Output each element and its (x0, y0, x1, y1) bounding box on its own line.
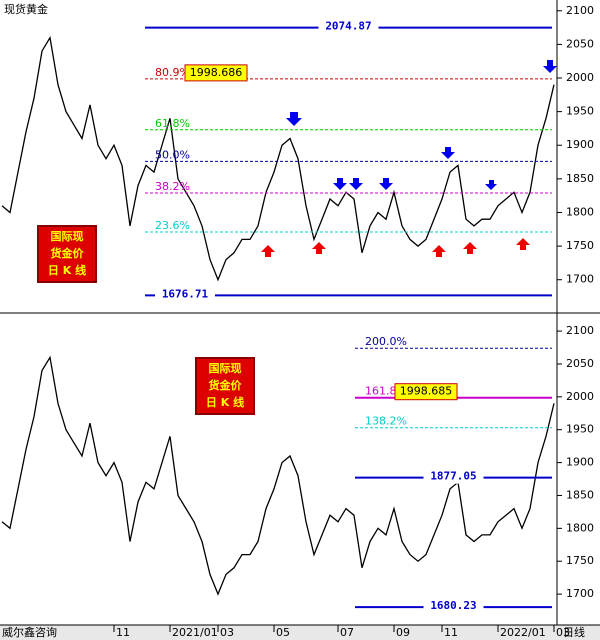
x-tick-label: 2022/01 (500, 626, 546, 639)
y-tick-label: 1950 (566, 423, 594, 436)
value-box (394, 383, 458, 401)
y-tick-label: 1700 (566, 587, 594, 600)
x-tick-label: 05 (276, 626, 290, 639)
level-label: 61.8% (155, 117, 190, 130)
y-tick-label: 1800 (566, 521, 594, 534)
x-tick-label: 07 (340, 626, 354, 639)
y-tick-label: 1700 (566, 273, 594, 286)
y-tick-label: 2000 (566, 71, 594, 84)
level-label: 200.0% (365, 335, 407, 348)
value-bg (155, 287, 215, 302)
y-tick-label: 1950 (566, 105, 594, 118)
x-tick-label: 03 (556, 626, 570, 639)
y-tick-label: 2100 (566, 4, 594, 17)
level-label: 138.2% (365, 415, 407, 428)
badge-text: 日 K 线 (48, 263, 86, 277)
y-tick-label: 1750 (566, 554, 594, 567)
badge (37, 225, 97, 283)
badge-text: 国际现 (51, 229, 84, 243)
badge-text: 货金价 (50, 246, 85, 260)
level-value: 1877.05 (430, 470, 476, 483)
level-value: 1680.23 (430, 599, 476, 612)
x-tick-label: 2021/01 (172, 626, 218, 639)
level-value: 1998.686 (190, 66, 243, 79)
chart-title: 现货黄金 (4, 2, 48, 16)
level-label: 38.2% (155, 180, 190, 193)
level-label: 50.0% (155, 148, 190, 161)
level-label: 23.6% (155, 219, 190, 232)
y-tick-label: 1900 (566, 138, 594, 151)
y-tick-label: 1850 (566, 172, 594, 185)
value-bg (318, 19, 379, 34)
x-tick-label: 11 (444, 626, 458, 639)
y-tick-label: 1850 (566, 488, 594, 501)
badge-text: 国际现 (209, 361, 242, 375)
y-tick-label: 2050 (566, 357, 594, 370)
badge-text: 日 K 线 (206, 395, 244, 409)
x-tick-label: 11 (116, 626, 130, 639)
x-tick-label: 03 (220, 626, 234, 639)
price-line (1, 355, 555, 596)
y-tick-label: 1900 (566, 456, 594, 469)
signal-arrows (261, 60, 557, 257)
y-tick-label: 1800 (566, 205, 594, 218)
y-tick-label: 2100 (566, 324, 594, 337)
value-bg (423, 469, 484, 484)
value-box (184, 64, 248, 82)
price-line (1, 35, 555, 282)
time-axis (0, 625, 600, 640)
level-value: 1676.71 (162, 287, 209, 300)
source: 威尔鑫咨询 (2, 625, 57, 639)
badge-text: 货金价 (208, 378, 243, 392)
value-bg (423, 599, 484, 614)
level-value: 2074.87 (325, 20, 371, 33)
level-value: 1998.685 (400, 385, 453, 398)
level-label: 80.9% (155, 66, 190, 79)
y-tick-label: 2000 (566, 390, 594, 403)
y-tick-label: 2050 (566, 37, 594, 50)
y-tick-label: 1750 (566, 239, 594, 252)
period: 日线 (563, 625, 585, 639)
x-tick-label: 09 (396, 626, 410, 639)
badge (195, 357, 255, 415)
